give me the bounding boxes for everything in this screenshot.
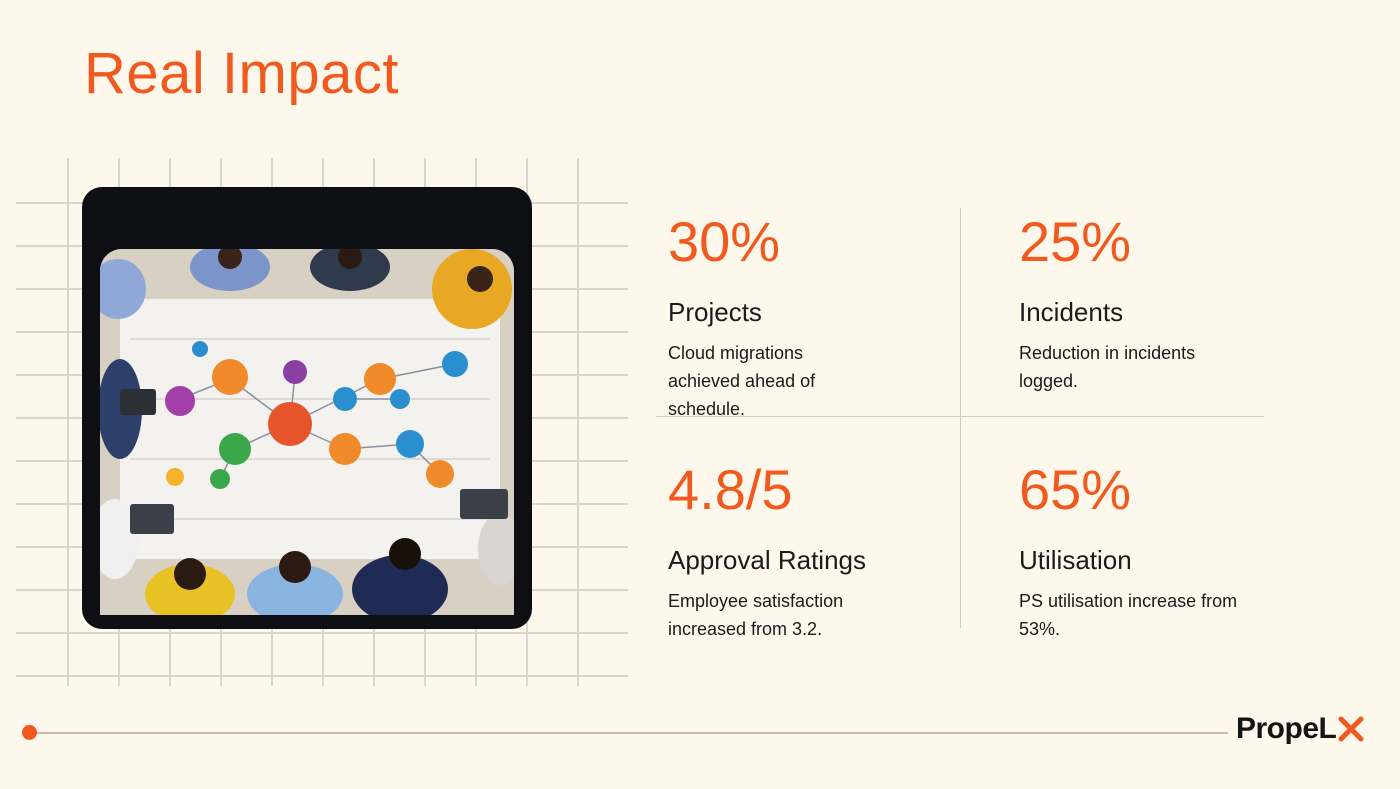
stat-utilisation: 65% Utilisation PS utilisation increase … <box>1019 462 1309 643</box>
timeline-dot <box>22 725 37 740</box>
stat-label: Incidents <box>1019 297 1124 327</box>
logo-x-icon <box>1338 716 1364 742</box>
stats-divider-horizontal <box>656 416 1264 417</box>
stat-value: 65% <box>1019 458 1132 521</box>
stat-label: Utilisation <box>1019 545 1132 575</box>
stat-value: 25% <box>1019 210 1132 273</box>
stat-projects: 30% Projects Cloud migrations achieved a… <box>668 214 958 423</box>
photo-frame <box>82 187 532 629</box>
stat-value: 4.8/5 <box>668 458 793 521</box>
stat-approval-ratings: 4.8/5 Approval Ratings Employee satisfac… <box>668 462 958 643</box>
stats-divider-vertical <box>960 208 961 628</box>
slide-title: Real Impact <box>84 41 399 106</box>
timeline-line <box>36 732 1228 734</box>
stat-value: 30% <box>668 210 781 273</box>
logo-text: PropeL <box>1236 712 1337 745</box>
propelx-logo: PropeL <box>1236 712 1364 746</box>
stat-incidents: 25% Incidents Reduction in incidents log… <box>1019 214 1309 395</box>
team-meeting-photo <box>100 249 514 615</box>
stat-label: Approval Ratings <box>668 545 866 575</box>
stat-description: Reduction in incidents logged. <box>1019 342 1196 391</box>
stat-description: Cloud migrations achieved ahead of sched… <box>668 342 816 419</box>
stat-description: PS utilisation increase from 53%. <box>1019 590 1238 639</box>
stat-description: Employee satisfaction increased from 3.2… <box>668 590 844 639</box>
stats-grid: 30% Projects Cloud migrations achieved a… <box>656 208 1266 639</box>
stat-label: Projects <box>668 297 762 327</box>
